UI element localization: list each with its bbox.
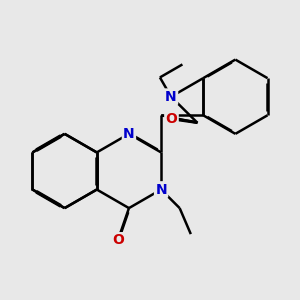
Text: O: O bbox=[166, 112, 177, 126]
Text: O: O bbox=[112, 233, 124, 248]
Text: N: N bbox=[165, 90, 177, 104]
Text: N: N bbox=[123, 127, 135, 141]
Text: N: N bbox=[155, 182, 167, 197]
